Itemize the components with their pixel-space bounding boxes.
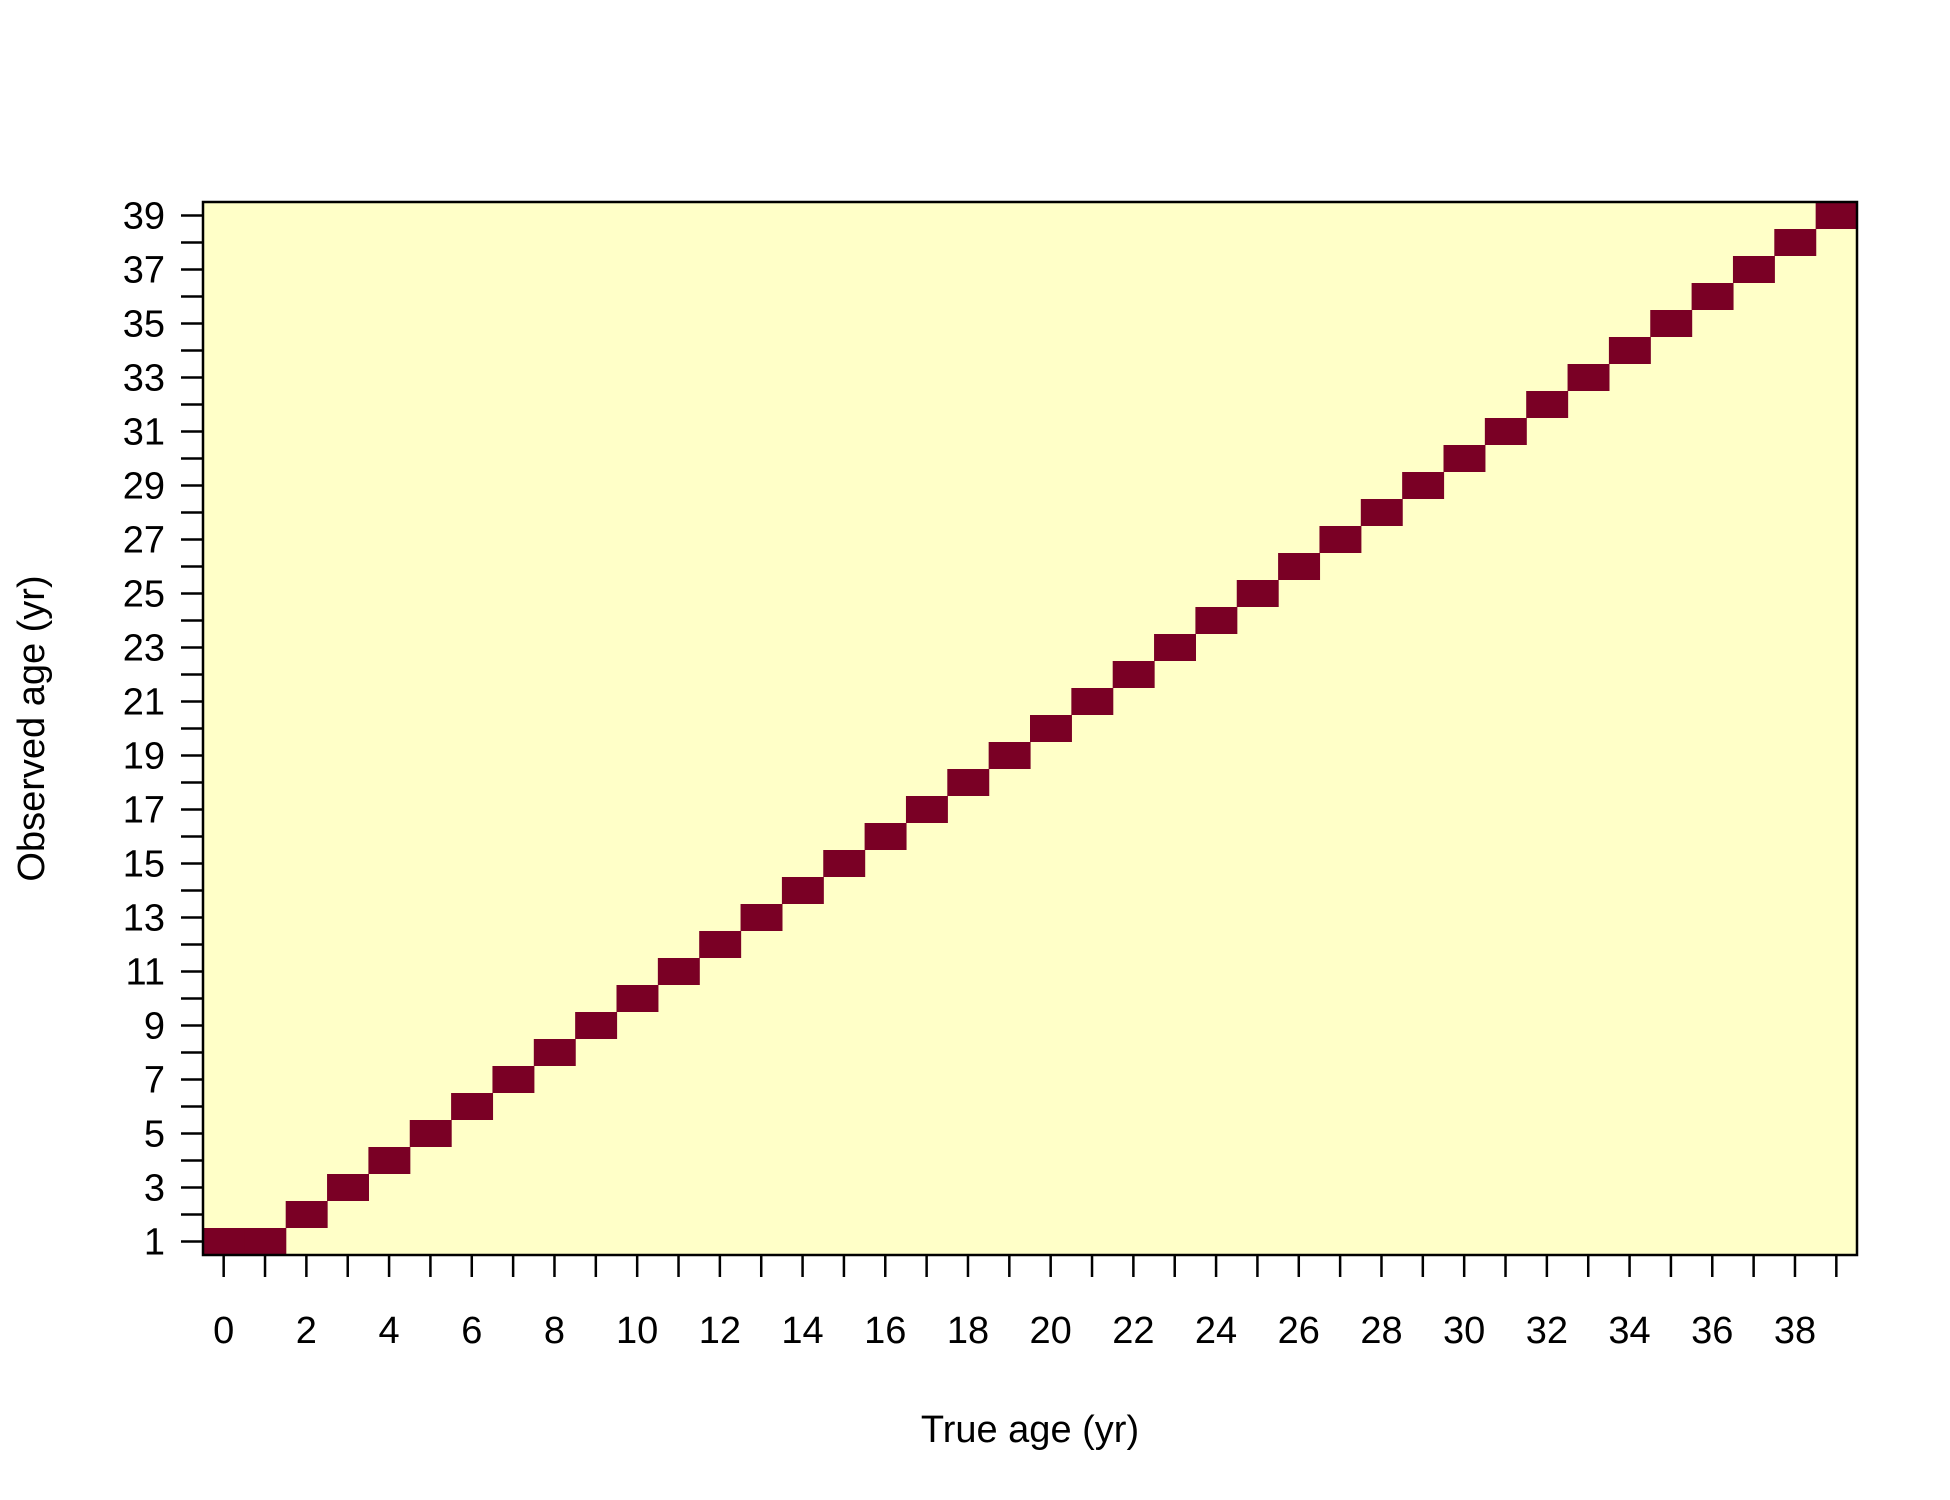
heatmap-cell — [533, 1039, 576, 1066]
heatmap-cell — [988, 742, 1031, 769]
x-tick-label: 0 — [213, 1310, 234, 1352]
x-tick-label: 38 — [1774, 1310, 1816, 1352]
heatmap-cell — [285, 1201, 328, 1228]
x-tick-label: 32 — [1526, 1310, 1568, 1352]
heatmap-cell — [368, 1147, 411, 1174]
heatmap-cell — [947, 769, 990, 796]
x-tick-label: 36 — [1691, 1310, 1733, 1352]
y-tick-label: 35 — [123, 304, 165, 346]
y-tick-label: 39 — [123, 196, 165, 238]
x-tick-label: 2 — [296, 1310, 317, 1352]
heatmap-cell — [1236, 580, 1279, 607]
y-tick-label: 37 — [123, 250, 165, 292]
heatmap-cell — [1112, 661, 1155, 688]
heatmap-cell — [1774, 229, 1817, 256]
heatmap-cell — [1484, 418, 1527, 445]
y-tick-label: 13 — [123, 898, 165, 940]
y-tick-label: 25 — [123, 574, 165, 616]
x-tick-label: 28 — [1360, 1310, 1402, 1352]
heatmap-cell — [1691, 283, 1734, 310]
heatmap-cell — [1567, 364, 1610, 391]
x-tick-label: 12 — [699, 1310, 741, 1352]
heatmap-cell — [864, 823, 907, 850]
heatmap-cell — [1154, 634, 1196, 661]
x-tick-label: 24 — [1195, 1310, 1237, 1352]
x-tick-label: 20 — [1030, 1310, 1072, 1352]
y-tick-label: 1 — [144, 1222, 165, 1264]
y-tick-label: 7 — [144, 1060, 165, 1102]
heatmap-cell — [1071, 688, 1114, 715]
x-tick-label: 26 — [1278, 1310, 1320, 1352]
x-tick-label: 10 — [616, 1310, 658, 1352]
y-tick-label: 21 — [123, 682, 165, 724]
y-tick-label: 33 — [123, 358, 165, 400]
y-tick-label: 31 — [123, 412, 165, 454]
heatmap-cell — [492, 1066, 535, 1093]
x-tick-label: 34 — [1608, 1310, 1650, 1352]
y-tick-label: 5 — [144, 1114, 165, 1156]
x-axis-title: True age (yr) — [921, 1409, 1139, 1451]
heatmap-cell — [616, 985, 659, 1012]
y-tick-label: 23 — [123, 628, 165, 670]
heatmap-cell — [781, 877, 824, 904]
heatmap-cell — [1815, 202, 1858, 229]
heatmap-cell — [1650, 310, 1693, 337]
heatmap-cell — [1319, 526, 1362, 553]
x-tick-label: 30 — [1443, 1310, 1485, 1352]
heatmap-cell — [1402, 472, 1445, 499]
y-tick-label: 9 — [144, 1006, 165, 1048]
heatmap-cell — [699, 931, 742, 958]
y-tick-label: 27 — [123, 520, 165, 562]
x-tick-label: 22 — [1112, 1310, 1154, 1352]
heatmap-cell — [575, 1012, 618, 1039]
x-tick-label: 14 — [781, 1310, 823, 1352]
heatmap-cell — [451, 1093, 494, 1120]
heatmap-cell — [1443, 445, 1486, 472]
heatmap-cell — [657, 958, 700, 985]
heatmap-cell — [1526, 391, 1569, 418]
heatmap-cell — [203, 1228, 245, 1255]
heatmap-cell — [1030, 715, 1072, 742]
x-tick-label: 16 — [864, 1310, 906, 1352]
x-tick-label: 4 — [379, 1310, 400, 1352]
x-tick-label: 8 — [544, 1310, 565, 1352]
heatmap-cell — [1360, 499, 1403, 526]
x-tick-label: 18 — [947, 1310, 989, 1352]
x-axis: 0 2 4 6 8 10 12 14 16 18 20 22 24 26 28 30 32 34 36 38 — [213, 1255, 1838, 1352]
heatmap-cell — [823, 850, 866, 877]
heatmap-cells — [203, 202, 1858, 1255]
heatmap-cell — [1278, 553, 1321, 580]
heatmap-cell — [905, 796, 948, 823]
heatmap-cell — [740, 904, 783, 931]
y-tick-label: 3 — [144, 1168, 165, 1210]
heatmap-cell — [1732, 256, 1775, 283]
heatmap-cell — [409, 1120, 452, 1147]
y-tick-label: 19 — [123, 736, 165, 778]
heatmap-cell — [1195, 607, 1238, 634]
x-tick-label: 6 — [461, 1310, 482, 1352]
heatmap-cell — [244, 1228, 287, 1255]
y-tick-label: 17 — [123, 790, 165, 832]
y-tick-label: 11 — [126, 952, 165, 994]
y-tick-label: 15 — [123, 844, 165, 886]
heatmap-cell — [327, 1174, 369, 1201]
heatmap-cell — [1608, 337, 1651, 364]
y-axis-title: Observed age (yr) — [11, 575, 53, 881]
y-tick-label: 29 — [123, 466, 165, 508]
